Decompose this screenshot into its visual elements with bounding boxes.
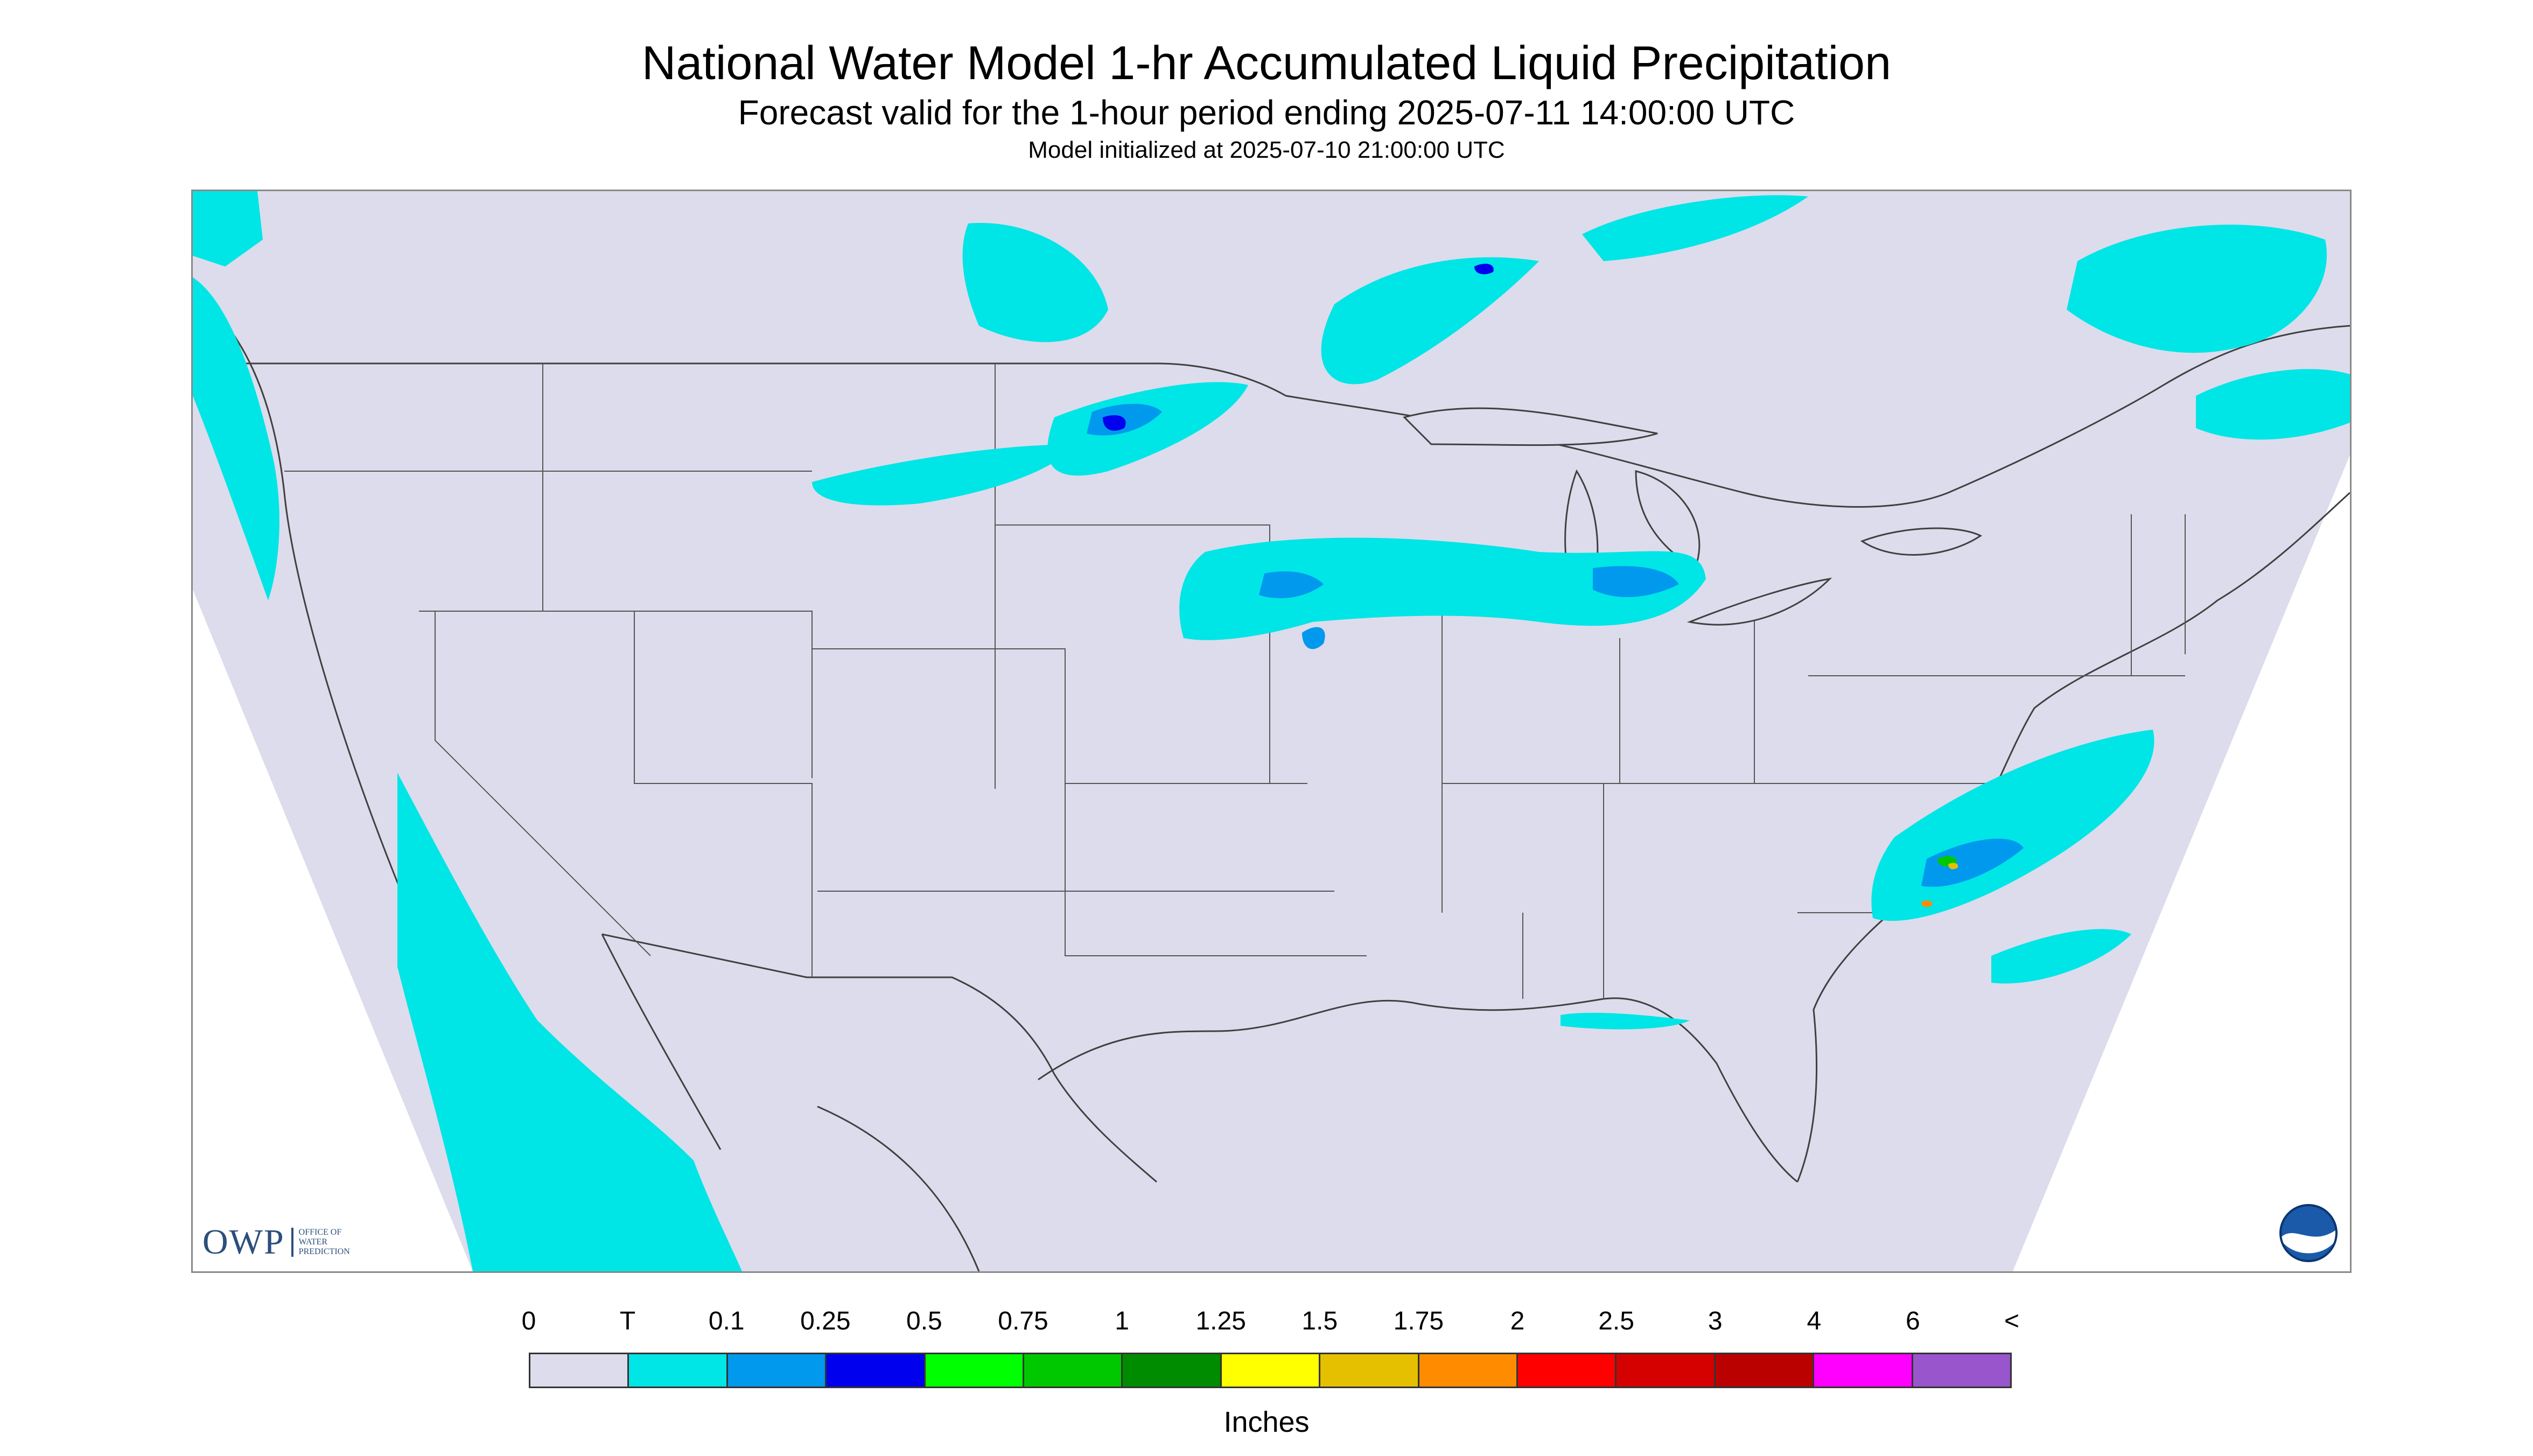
state-line [634, 611, 813, 977]
state-borders [284, 363, 2186, 999]
precip-area [1179, 537, 1706, 640]
precip-area [1259, 571, 1324, 598]
noaa-logo-icon [2279, 1204, 2338, 1262]
owp-logo: OWP OFFICE OF WATER PREDICTION [202, 1222, 358, 1263]
colorbar-tick-label: < [2004, 1307, 2020, 1335]
map-title: National Water Model 1-hr Accumulated Li… [641, 36, 1892, 89]
precip-area [397, 773, 742, 1271]
colorbar-tick-label: 0 [521, 1307, 536, 1335]
colorbar-swatch [1419, 1354, 1519, 1387]
precip-area [1321, 257, 1539, 384]
colorbar-tick-label: 0.25 [800, 1307, 851, 1335]
precip-heavy [1103, 263, 1958, 907]
precip-area [1561, 1012, 1690, 1030]
precipitation-map: OWP OFFICE OF WATER PREDICTION [191, 190, 2352, 1273]
colorbar-swatch [530, 1354, 629, 1387]
precip-area [2196, 369, 2350, 440]
colorbar-swatch [1715, 1354, 1815, 1387]
precip-area [962, 223, 1108, 342]
map-subtitle: Forecast valid for the 1-hour period end… [738, 93, 1795, 132]
colorbar-swatch [1617, 1354, 1716, 1387]
colorbar-units: Inches [1223, 1406, 1310, 1438]
colorbar-tick-label: 1.75 [1393, 1307, 1444, 1335]
owp-text: OFFICE OF WATER PREDICTION [291, 1228, 358, 1257]
precip-area [1921, 900, 1933, 907]
colorbar-tick-label: 1 [1115, 1307, 1129, 1335]
model-init-line: Model initialized at 2025-07-10 21:00:00… [1028, 137, 1505, 163]
precip-area [1991, 929, 2131, 984]
baja [601, 934, 722, 1150]
colorbar-swatch [629, 1354, 728, 1387]
state-line [435, 611, 651, 956]
lake-superior [1403, 407, 1658, 446]
precip-area [812, 444, 1076, 506]
precip-area [1948, 863, 1958, 870]
colorbar-tick-label: 1.25 [1195, 1307, 1246, 1335]
colorbar-tick-label: 0.5 [906, 1307, 942, 1335]
colorbar-swatch [1221, 1354, 1321, 1387]
precip-area [1047, 382, 1248, 476]
colorbar-tick-label: 3 [1708, 1307, 1723, 1335]
colorbar-tick-label: 6 [1906, 1307, 1920, 1335]
colorbar-tick-label: 0.1 [708, 1307, 745, 1335]
colorbar-swatch [1024, 1354, 1123, 1387]
state-line [995, 524, 1270, 783]
colorbar-tick-label: 1.5 [1302, 1307, 1338, 1335]
mexico-pacific-coast [817, 1105, 980, 1271]
state-line [1065, 783, 1367, 956]
owp-mark: OWP [202, 1222, 285, 1262]
us-mexico-border [601, 933, 1157, 1183]
precip-area [1921, 838, 2024, 887]
precip-colorbar [529, 1353, 2012, 1388]
colorbar-swatch [1320, 1354, 1419, 1387]
colorbar-swatch [1123, 1354, 1222, 1387]
precip-area [1302, 627, 1325, 649]
lake-erie [1687, 577, 1832, 626]
colorbar-swatch [925, 1354, 1025, 1387]
colorbar-tick-label: 2 [1510, 1307, 1525, 1335]
precip-area [2067, 225, 2327, 353]
colorbar-tick-label: 4 [1807, 1307, 1822, 1335]
state-line [419, 611, 813, 778]
colorbar-swatch [827, 1354, 926, 1387]
colorbar-swatch [1518, 1354, 1617, 1387]
precip-area [1593, 566, 1679, 597]
colorbar-tick-label: 0.75 [998, 1307, 1048, 1335]
colorbar-tick-label: 2.5 [1598, 1307, 1634, 1335]
us-canada-border [193, 325, 2350, 508]
colorbar-tick-label: T [619, 1307, 636, 1335]
state-line [812, 648, 1307, 784]
precip-area [193, 191, 263, 267]
lake-ontario [1860, 527, 1982, 556]
model-domain [193, 191, 2350, 1271]
precip-area [1582, 195, 1808, 261]
colorbar-swatch [1913, 1354, 2011, 1387]
gulf-coast [1038, 997, 1798, 1183]
precip-area [1474, 263, 1494, 275]
precip-area [193, 277, 279, 600]
precip-area [1103, 415, 1126, 431]
colorbar-swatch [727, 1354, 827, 1387]
colorbar-swatch [1814, 1354, 1913, 1387]
national-borders [193, 325, 2350, 1183]
